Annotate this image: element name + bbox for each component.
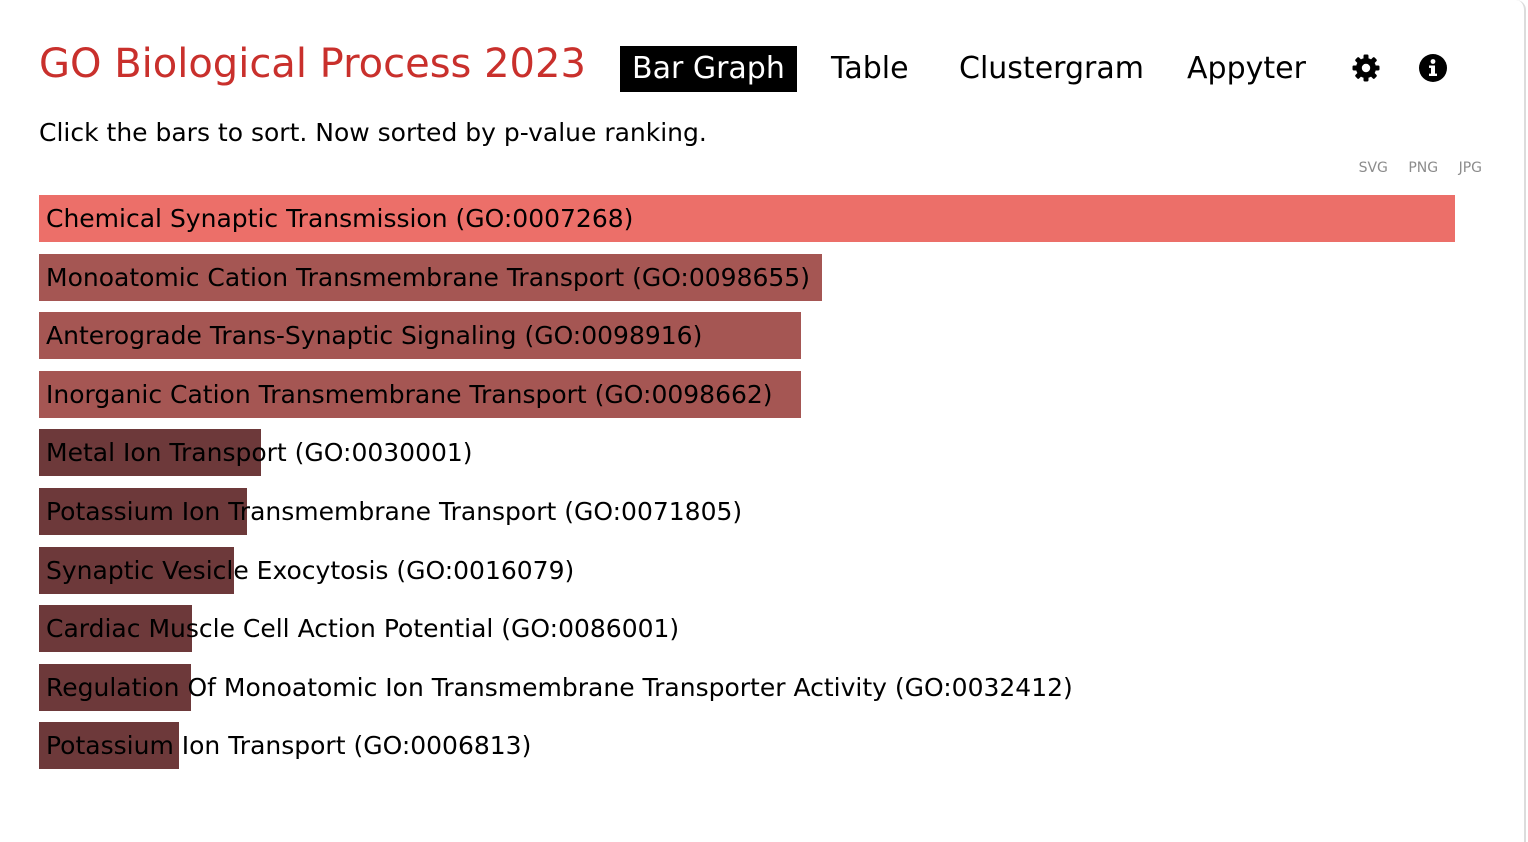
bar-row[interactable]: Potassium Ion Transmembrane Transport (G…	[39, 488, 1455, 535]
export-png-link[interactable]: PNG	[1408, 160, 1439, 176]
bar-row[interactable]: Inorganic Cation Transmembrane Transport…	[39, 370, 1455, 418]
bar[interactable]	[39, 370, 801, 418]
export-links: SVG PNG JPG	[1343, 160, 1482, 176]
bar-row[interactable]: Potassium Ion Transport (GO:0006813)	[39, 722, 1455, 770]
tab-clustergram[interactable]: Clustergram	[959, 51, 1144, 86]
bar[interactable]	[39, 663, 191, 711]
bar[interactable]	[39, 312, 801, 360]
export-jpg-link[interactable]: JPG	[1458, 160, 1482, 176]
bar-label: Anterograde Trans-Synaptic Signaling (GO…	[46, 321, 703, 351]
bar-label: Cardiac Muscle Cell Action Potential (GO…	[46, 614, 680, 644]
bar-label: Chemical Synaptic Transmission (GO:00072…	[46, 204, 634, 233]
info-icon[interactable]	[1418, 53, 1448, 83]
bar[interactable]	[39, 546, 234, 594]
bar-row[interactable]: Monoatomic Cation Transmembrane Transpor…	[39, 253, 1455, 301]
bar-row[interactable]: Regulation Of Monoatomic Ion Transmembra…	[39, 663, 1455, 711]
gear-icon[interactable]	[1351, 53, 1381, 83]
tab-bar-graph[interactable]: Bar Graph	[620, 46, 797, 92]
page-title: GO Biological Process 2023	[39, 41, 586, 87]
bar[interactable]	[39, 253, 822, 301]
bar[interactable]	[39, 195, 1455, 242]
bar[interactable]	[39, 605, 192, 653]
bar[interactable]	[39, 488, 247, 535]
bar-label: Regulation Of Monoatomic Ion Transmembra…	[46, 672, 1073, 702]
bar-row[interactable]: Metal Ion Transport (GO:0030001)	[39, 429, 1455, 477]
bar-label: Metal Ion Transport (GO:0030001)	[46, 438, 473, 468]
sort-instructions: Click the bars to sort. Now sorted by p-…	[39, 118, 707, 147]
tab-appyter[interactable]: Appyter	[1187, 51, 1306, 86]
bar[interactable]	[39, 722, 179, 770]
bar-label: Inorganic Cation Transmembrane Transport…	[46, 379, 773, 409]
bar-row[interactable]: Anterograde Trans-Synaptic Signaling (GO…	[39, 312, 1455, 360]
bar[interactable]	[39, 429, 261, 477]
bar-row[interactable]: Cardiac Muscle Cell Action Potential (GO…	[39, 605, 1455, 653]
bar-label: Synaptic Vesicle Exocytosis (GO:0016079)	[46, 555, 575, 585]
bar-label: Monoatomic Cation Transmembrane Transpor…	[46, 262, 810, 292]
bar-label: Potassium Ion Transmembrane Transport (G…	[46, 497, 743, 526]
bar-row[interactable]: Synaptic Vesicle Exocytosis (GO:0016079)	[39, 546, 1455, 594]
export-svg-link[interactable]: SVG	[1358, 160, 1388, 176]
tab-table[interactable]: Table	[831, 51, 909, 86]
bar-row[interactable]: Chemical Synaptic Transmission (GO:00072…	[39, 195, 1455, 242]
bar-label: Potassium Ion Transport (GO:0006813)	[46, 731, 532, 761]
